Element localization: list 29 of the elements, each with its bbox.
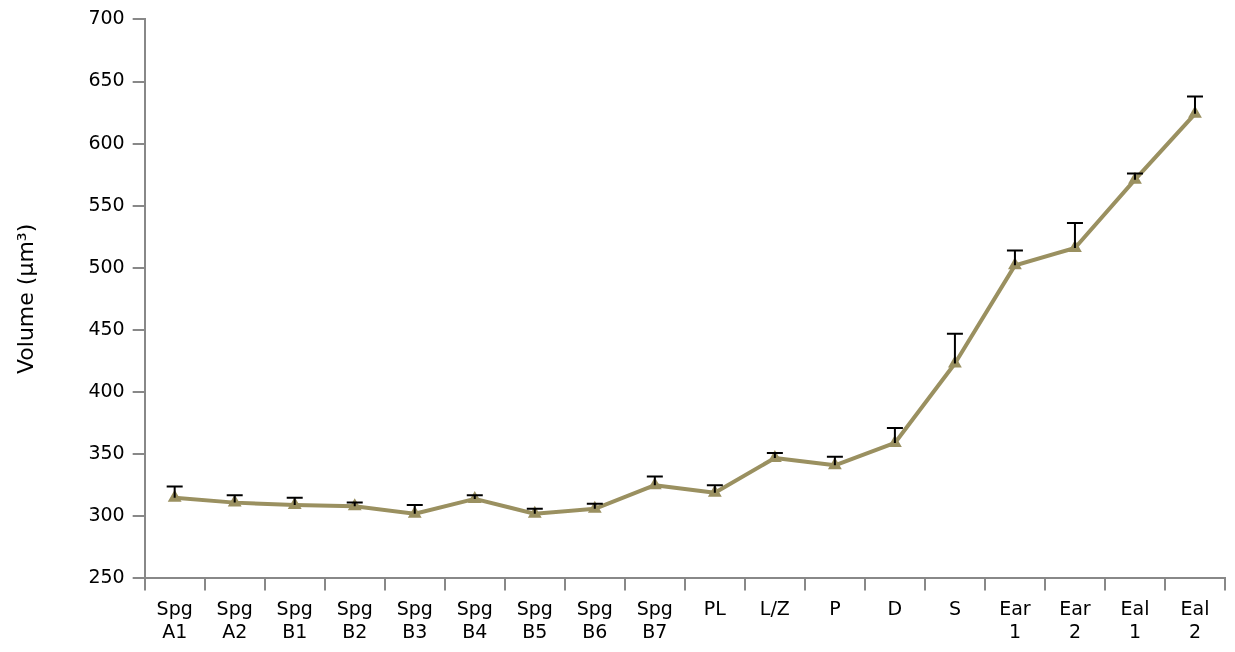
x-tick-label: Spg B4 <box>456 596 493 642</box>
y-tick-label: 650 <box>88 68 125 91</box>
x-tick-label: Spg B6 <box>576 596 613 642</box>
x-tick-label: Spg B7 <box>636 596 673 642</box>
x-tick-label: Spg A2 <box>216 596 253 642</box>
x-tick-label: Spg B3 <box>396 596 433 642</box>
y-tick-label: 300 <box>88 503 125 526</box>
y-tick-label: 250 <box>88 565 125 588</box>
y-tick-label: 450 <box>88 316 125 339</box>
x-tick-label: Spg B2 <box>336 596 373 642</box>
x-tick-label: Ear 2 <box>1059 596 1091 642</box>
x-tick-label: Spg B1 <box>276 596 313 642</box>
x-tick-label: Eal 2 <box>1180 596 1210 642</box>
x-tick-label: Eal 1 <box>1120 596 1150 642</box>
x-tick-label: P <box>829 596 841 619</box>
y-tick-label: 400 <box>88 379 125 401</box>
y-tick-label: 700 <box>88 6 125 29</box>
y-tick-label: 350 <box>88 441 125 464</box>
x-tick-label: D <box>887 596 903 619</box>
x-tick-label: Ear 1 <box>999 596 1031 642</box>
x-tick-label: S <box>948 596 961 619</box>
y-tick-label: 500 <box>88 254 125 277</box>
y-tick-label: 550 <box>88 192 125 215</box>
x-tick-label: Spg B5 <box>516 596 553 642</box>
x-tick-label: Spg A1 <box>156 596 193 642</box>
y-tick-label: 600 <box>88 130 125 153</box>
x-tick-label: PL <box>703 596 727 619</box>
x-tick-label: L/Z <box>759 596 790 619</box>
y-axis-title: Volume (µm³) <box>12 223 38 375</box>
